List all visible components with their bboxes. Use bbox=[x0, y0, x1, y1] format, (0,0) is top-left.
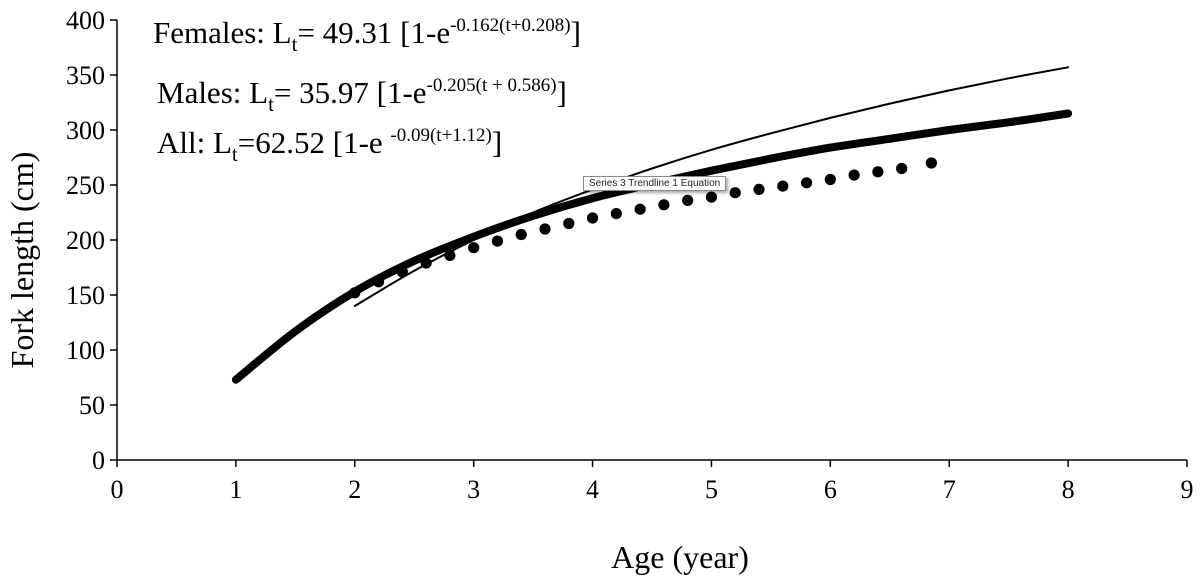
y-tick-label: 50 bbox=[79, 391, 105, 420]
y-tick-label: 150 bbox=[66, 281, 105, 310]
series-males-point bbox=[586, 212, 599, 224]
x-tick-label: 6 bbox=[824, 475, 837, 504]
series-males-point bbox=[753, 183, 765, 195]
x-tick-label: 3 bbox=[467, 475, 480, 504]
x-tick-label: 1 bbox=[229, 475, 242, 504]
series-layer bbox=[231, 66, 1073, 384]
y-axis-title: Fork length (cm) bbox=[4, 152, 40, 369]
x-axis-title: Age (year) bbox=[611, 539, 749, 575]
series-males-point bbox=[824, 173, 836, 186]
series-males-point bbox=[539, 223, 551, 235]
y-tick-label: 0 bbox=[92, 446, 105, 475]
y-tick-label: 400 bbox=[66, 6, 105, 35]
equation-all: All: Lt=62.52 [1-e -0.09(t+1.12)] bbox=[157, 125, 502, 166]
series-males-point bbox=[491, 235, 504, 247]
x-tick-label: 0 bbox=[111, 475, 124, 504]
x-ticks: 0 1 2 3 4 5 6 7 8 9 bbox=[111, 460, 1194, 504]
y-tick-label: 300 bbox=[66, 116, 105, 145]
series-males-point bbox=[634, 203, 646, 215]
series-males-point bbox=[800, 177, 813, 189]
series-males-point bbox=[777, 180, 789, 192]
equations: Females: Lt= 49.31 [1-e-0.162(t+0.208)] … bbox=[153, 15, 581, 166]
series-males-point bbox=[515, 228, 527, 241]
series-males-point bbox=[682, 194, 694, 206]
y-tick-label: 100 bbox=[66, 336, 105, 365]
series-males-point bbox=[925, 157, 937, 169]
trendline-tooltip: Series 3 Trendline 1 Equation bbox=[583, 176, 727, 191]
equation-males: Males: Lt= 35.97 [1-e-0.205(t + 0.586)] bbox=[157, 75, 567, 116]
series-males-point bbox=[658, 199, 670, 211]
series-males-point bbox=[872, 166, 884, 178]
y-tick-label: 200 bbox=[66, 226, 105, 255]
y-tick-label: 350 bbox=[66, 61, 105, 90]
x-tick-label: 7 bbox=[943, 475, 956, 504]
series-males-point bbox=[468, 242, 480, 254]
x-tick-label: 2 bbox=[348, 475, 361, 504]
series-males-point bbox=[705, 191, 718, 203]
x-tick-label: 5 bbox=[705, 475, 718, 504]
axes: 0 1 2 3 4 5 6 7 8 9 0 50 100 150 200 250 300 350 400 bbox=[66, 6, 1194, 504]
series-males-point bbox=[848, 169, 860, 181]
x-tick-label: 9 bbox=[1181, 475, 1194, 504]
x-tick-label: 4 bbox=[586, 475, 599, 504]
series-males-point bbox=[563, 217, 575, 230]
equation-females: Females: Lt= 49.31 [1-e-0.162(t+0.208)] bbox=[153, 15, 581, 56]
y-tick-label: 250 bbox=[66, 171, 105, 200]
series-males-point bbox=[896, 162, 908, 175]
series-males-point bbox=[444, 249, 456, 261]
x-tick-label: 8 bbox=[1062, 475, 1075, 504]
series-males-point bbox=[729, 187, 741, 199]
y-ticks: 0 50 100 150 200 250 300 350 400 bbox=[66, 6, 117, 475]
series-males-point bbox=[610, 208, 622, 220]
